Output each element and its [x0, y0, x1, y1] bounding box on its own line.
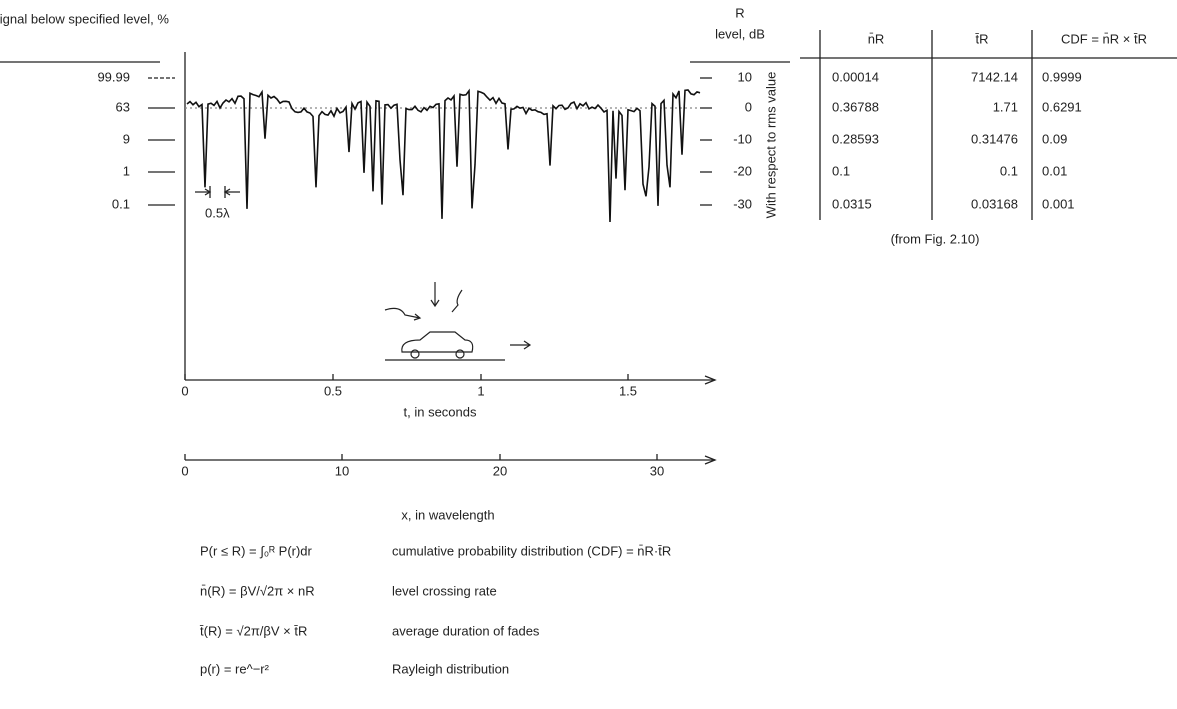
formula: t̄(R) = √2π/βV × t̄R — [200, 623, 308, 638]
table-cell: 0.9999 — [1042, 69, 1082, 84]
wavelength-tick-label: 30 — [650, 463, 664, 478]
right-axis-side-label: With respect to rms value — [763, 72, 778, 219]
table-cell: 0.36788 — [832, 99, 879, 114]
table-cell: 0.001 — [1042, 196, 1075, 211]
wavelength-tick-label: 0 — [181, 463, 188, 478]
left-tick-label: 1 — [123, 163, 130, 178]
left-tick-label: 99.99 — [97, 69, 130, 84]
table-header: t̄R — [975, 31, 988, 46]
time-tick-label: 0 — [181, 383, 188, 398]
time-tick-label: 0.5 — [324, 383, 342, 398]
table-cell: 0.03168 — [971, 196, 1018, 211]
table-cell: 0.1 — [1000, 163, 1018, 178]
right-axis-symbol: R — [735, 5, 744, 20]
right-tick-label: 10 — [738, 69, 752, 84]
time-tick-label: 1.5 — [619, 383, 637, 398]
right-tick-label: -30 — [733, 196, 752, 211]
table-cell: 0.00014 — [832, 69, 879, 84]
formula-description: average duration of fades — [392, 623, 540, 638]
formula-description: cumulative probability distribution (CDF… — [392, 543, 671, 558]
table-cell: 0.1 — [832, 163, 850, 178]
left-tick-label: 63 — [116, 99, 130, 114]
table-header: CDF = n̄R × t̄R — [1061, 31, 1147, 46]
arrow — [704, 455, 717, 465]
right-axis-title: level, dB — [715, 26, 765, 41]
spacing-arrows — [195, 188, 240, 196]
table-header: n̄R — [868, 31, 885, 46]
right-tick-label: -20 — [733, 163, 752, 178]
right-tick-label: -10 — [733, 131, 752, 146]
formula-description: level crossing rate — [392, 583, 497, 598]
formula: P(r ≤ R) = ∫₀ᴿ P(r)dr — [200, 543, 313, 558]
left-axis-title: Signal below specified level, % — [0, 11, 169, 26]
left-tick-label: 9 — [123, 131, 130, 146]
time-tick-label: 1 — [477, 383, 484, 398]
wavelength-axis-label: x, in wavelength — [401, 507, 494, 522]
wavelength-tick-label: 20 — [493, 463, 507, 478]
formula: p(r) = re^−r² — [200, 661, 270, 676]
formula: n̄(R) = βV/√2π × nR — [200, 583, 315, 598]
table-cell: 0.09 — [1042, 131, 1067, 146]
wavelength-tick-label: 10 — [335, 463, 349, 478]
table-cell: 0.0315 — [832, 196, 872, 211]
spacing-label: 0.5λ — [205, 205, 230, 220]
left-tick-label: 0.1 — [112, 196, 130, 211]
table-cell: 0.6291 — [1042, 99, 1082, 114]
table-cell: 7142.14 — [971, 69, 1018, 84]
right-tick-label: 0 — [745, 99, 752, 114]
table-cell: 0.01 — [1042, 163, 1067, 178]
arrow — [704, 375, 717, 385]
car-illustration — [384, 282, 532, 361]
table-cell: 0.28593 — [832, 131, 879, 146]
table-cell: 1.71 — [993, 99, 1018, 114]
formula-description: Rayleigh distribution — [392, 661, 509, 676]
table-caption: (from Fig. 2.10) — [891, 231, 980, 246]
table-cell: 0.31476 — [971, 131, 1018, 146]
time-axis-label: t, in seconds — [404, 404, 477, 419]
fading-signal — [186, 88, 701, 223]
